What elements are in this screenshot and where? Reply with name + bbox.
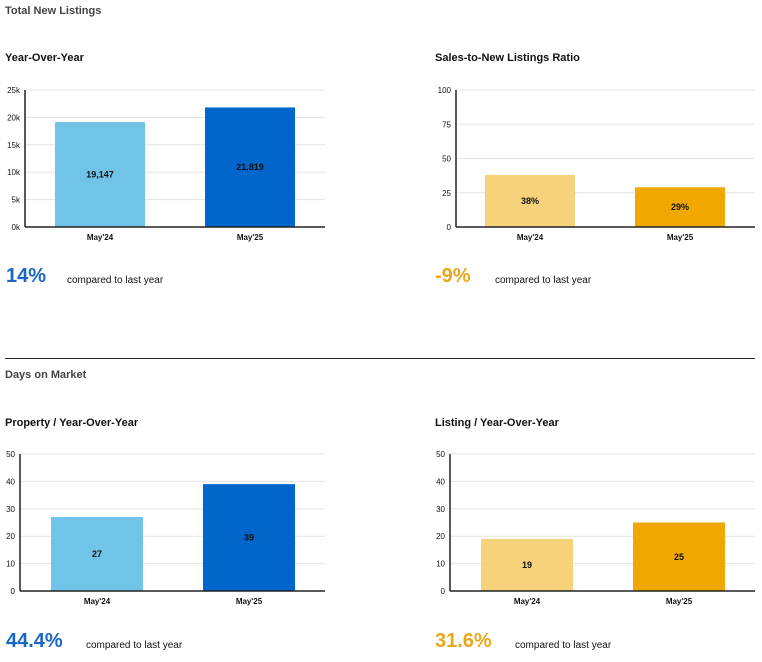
chart-listing-year-over-year: 0 10 20 30 40 50 19 May'24 25 May'25 <box>436 450 755 606</box>
bar <box>51 517 143 591</box>
section-divider <box>5 358 755 359</box>
data-label: 25 <box>674 552 684 562</box>
data-label: 19,147 <box>86 170 114 180</box>
change-percent-property: 44.4% <box>6 630 63 652</box>
section-title-dom: Days on Market <box>5 369 87 381</box>
x-tick-label: May'25 <box>667 233 694 242</box>
y-tick-label: 50 <box>436 450 445 459</box>
bar <box>485 174 575 227</box>
section-title-listings: Total New Listings <box>5 5 102 17</box>
y-tick-label: 5k <box>12 196 21 205</box>
y-tick-label: 10 <box>436 560 445 569</box>
chart-sales-to-new-listings-ratio: 0 25 50 75 100 38% May'24 29% May'25 <box>438 86 755 242</box>
chart-title-yoy: Year-Over-Year <box>5 52 84 64</box>
chart-title-property: Property / Year-Over-Year <box>5 417 139 429</box>
y-tick-label: 25k <box>7 86 21 95</box>
y-tick-label: 0k <box>12 223 21 232</box>
data-label: 29% <box>671 202 689 212</box>
x-tick-label: May'25 <box>237 233 264 242</box>
chart-title-listing: Listing / Year-Over-Year <box>435 417 559 429</box>
y-tick-label: 20k <box>7 113 21 122</box>
y-tick-label: 40 <box>6 477 15 486</box>
bar <box>481 538 573 591</box>
chart-title-ratio: Sales-to-New Listings Ratio <box>435 52 580 64</box>
x-tick-label: May'24 <box>84 597 111 606</box>
y-tick-label: 0 <box>447 223 452 232</box>
y-tick-label: 25 <box>442 189 451 198</box>
chart-property-year-over-year: 0 10 20 30 40 50 27 May'24 39 May'25 <box>6 450 325 606</box>
x-tick-label: May'24 <box>517 233 544 242</box>
y-tick-label: 50 <box>6 450 15 459</box>
y-tick-label: 75 <box>442 120 451 129</box>
data-label: 21,819 <box>236 162 264 172</box>
compare-label-property: compared to last year <box>86 640 183 651</box>
compare-label-yoy: compared to last year <box>67 275 164 286</box>
data-label: 27 <box>92 549 102 559</box>
data-label: 38% <box>521 196 539 206</box>
bar <box>633 522 725 591</box>
change-percent-ratio: -9% <box>435 265 471 287</box>
compare-label-listing: compared to last year <box>515 640 612 651</box>
y-tick-label: 30 <box>436 505 445 514</box>
y-tick-label: 20 <box>6 532 15 541</box>
data-label: 39 <box>244 533 254 543</box>
y-tick-label: 100 <box>438 86 452 95</box>
x-tick-label: May'25 <box>666 597 693 606</box>
y-tick-label: 20 <box>436 532 445 541</box>
x-tick-label: May'24 <box>514 597 541 606</box>
bar <box>205 107 295 227</box>
bar <box>635 187 725 227</box>
x-tick-label: May'25 <box>236 597 263 606</box>
bar <box>203 484 295 591</box>
change-percent-yoy: 14% <box>6 265 47 287</box>
chart-year-over-year: 0k 5k 10k 15k 20k 25k 19,147 May'24 21,819 May'25 <box>7 86 325 242</box>
y-tick-label: 0 <box>441 587 446 596</box>
change-percent-listing: 31.6% <box>435 630 492 652</box>
compare-label-ratio: compared to last year <box>495 275 592 286</box>
y-tick-label: 50 <box>442 155 451 164</box>
data-label: 19 <box>522 560 532 570</box>
y-tick-label: 15k <box>7 141 21 150</box>
x-tick-label: May'24 <box>87 233 114 242</box>
y-tick-label: 0 <box>11 587 16 596</box>
bar <box>55 122 145 227</box>
y-tick-label: 40 <box>436 477 445 486</box>
y-tick-label: 10k <box>7 168 21 177</box>
y-tick-label: 30 <box>6 505 15 514</box>
y-tick-label: 10 <box>6 560 15 569</box>
